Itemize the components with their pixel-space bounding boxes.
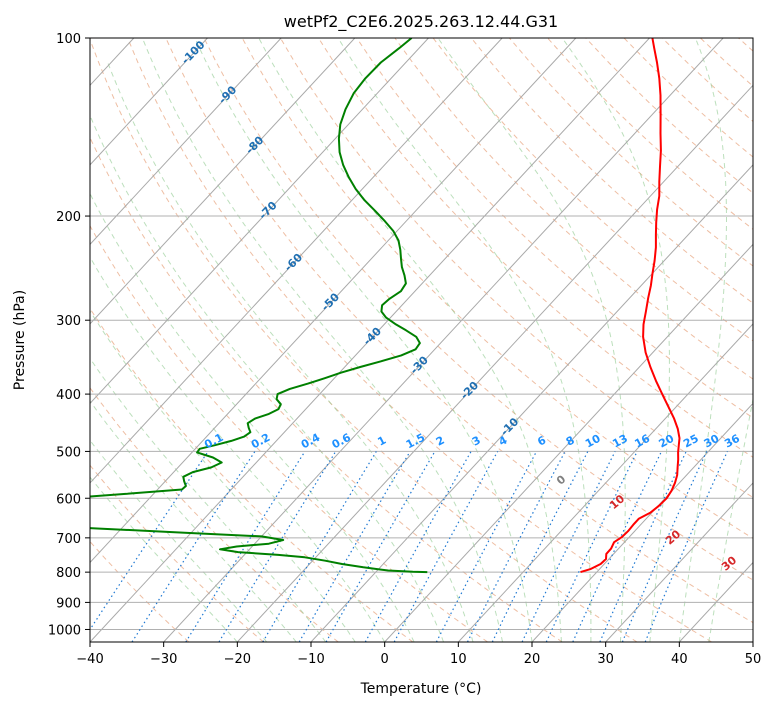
dry-adiabat (318, 38, 753, 458)
y-tick-label: 400 (56, 388, 81, 403)
moist-adiabat (337, 38, 592, 642)
y-tick-label: 900 (56, 596, 81, 611)
dewpoint-profile-line (90, 38, 428, 574)
y-tick-label: 700 (56, 532, 81, 547)
moist-adiabat (90, 114, 445, 642)
dry-adiabat (90, 464, 264, 642)
y-tick-label: 1000 (48, 623, 81, 638)
y-tick-label: 600 (56, 492, 81, 507)
isotherm (457, 323, 753, 642)
x-tick-label: 10 (450, 652, 467, 667)
x-axis-label: Temperature (°C) (360, 681, 482, 697)
mixing-ratio-label: 16 (632, 432, 652, 451)
dry-adiabat (165, 38, 753, 624)
y-axis-label: Pressure (hPa) (12, 290, 28, 390)
dry-adiabat (90, 136, 563, 642)
mixing-ratio-label: 10 (583, 432, 603, 451)
moist-adiabat (90, 400, 297, 642)
mixing-ratio-line (131, 451, 256, 642)
moist-adiabat (90, 357, 327, 642)
temperature-profile-line (580, 38, 681, 574)
mixing-ratio-label: 36 (722, 432, 742, 451)
y-tick-label: 500 (56, 445, 81, 460)
x-tick-label: −30 (150, 652, 177, 667)
isotherm (236, 84, 753, 642)
x-tick-label: 20 (524, 652, 541, 667)
mixing-ratio-line (545, 451, 638, 642)
y-tick-label: 100 (56, 32, 81, 47)
moist-adiabat (90, 192, 415, 642)
x-tick-label: −40 (76, 652, 103, 667)
dry-adiabat (432, 38, 753, 342)
mixing-ratio-label: 25 (681, 432, 701, 451)
isotherm (90, 38, 503, 484)
x-tick-label: 30 (597, 652, 614, 667)
y-tick-label: 800 (56, 566, 81, 581)
isotherm (310, 164, 753, 642)
isotherm (605, 482, 753, 642)
background-lines (90, 38, 753, 642)
dry-adiabat (90, 38, 638, 642)
isotherm (90, 38, 282, 246)
mixing-ratio-line (218, 451, 337, 642)
isotherm (90, 38, 577, 564)
x-tick-label: −20 (224, 652, 251, 667)
isotherm (531, 402, 753, 642)
mixing-ratio-label: 20 (657, 432, 677, 451)
isotherm (163, 38, 724, 642)
moist-adiabat (90, 439, 268, 642)
x-tick-label: −10 (297, 652, 324, 667)
moist-adiabat (561, 38, 670, 642)
isotherm (384, 243, 753, 642)
x-tick-label: 40 (671, 652, 688, 667)
isotherm (90, 38, 650, 642)
mixing-ratio-line (393, 451, 499, 642)
x-axis-ticks: −40 −30 −20 −10 0 10 20 30 40 50 (76, 642, 761, 667)
mixing-ratio-line (90, 451, 209, 631)
y-tick-label: 300 (56, 314, 81, 329)
dry-adiabat (90, 387, 339, 642)
x-tick-label: 50 (745, 652, 762, 667)
y-axis-ticks: 100 200 300 400 500 600 700 800 900 1000 (48, 32, 90, 638)
dry-adiabat (90, 224, 488, 642)
isotherm (90, 38, 356, 325)
mixing-ratio-label: 30 (702, 432, 722, 451)
moist-adiabat (141, 38, 503, 642)
moist-adiabat (107, 62, 474, 642)
mixing-ratio-line (572, 451, 663, 642)
moist-adiabat (90, 476, 238, 642)
moist-adiabat (194, 38, 533, 642)
dry-adiabat (127, 38, 712, 642)
dry-adiabat (279, 38, 753, 499)
moist-adiabat (258, 38, 562, 642)
x-tick-label: 0 (381, 652, 389, 667)
mixing-ratio-line (185, 451, 306, 642)
mixing-ratio-label: 13 (610, 432, 630, 451)
isotherm (90, 38, 429, 405)
moist-adiabat (678, 38, 727, 642)
plot-frame (89, 37, 754, 643)
mixing-ratio-line (262, 451, 377, 642)
y-tick-label: 200 (56, 210, 81, 225)
isotherm (90, 38, 208, 166)
mixing-ratio-line (521, 451, 616, 642)
moist-adiabat (437, 38, 626, 642)
mixing-ratio-line (491, 451, 589, 642)
profile-lines (90, 38, 681, 574)
chart-title: wetPf2_C2E6.2025.263.12.44.G31 (284, 12, 558, 32)
moist-adiabat (708, 396, 753, 642)
dry-adiabat (90, 307, 414, 642)
